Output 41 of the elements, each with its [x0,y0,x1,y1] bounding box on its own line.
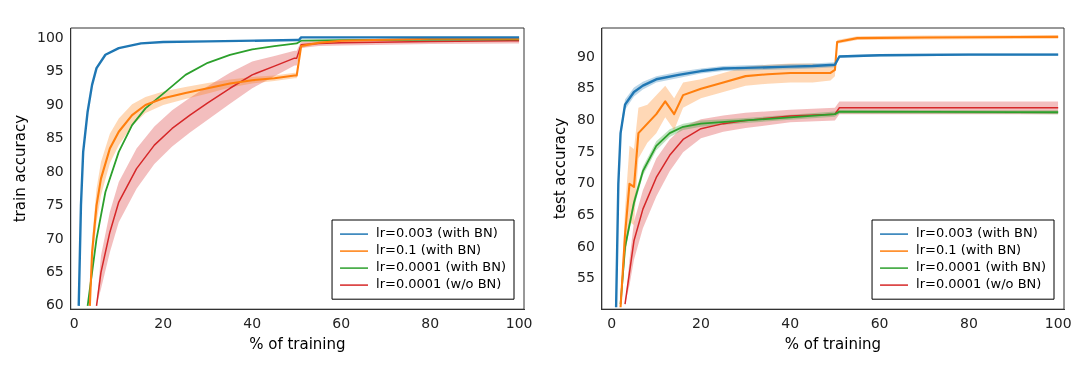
x-tick-label: 80 [421,315,440,332]
y-tick-label: 60 [45,296,64,313]
y-tick-label: 85 [45,129,64,146]
y-tick-label: 65 [45,263,64,280]
x-tick-label: 60 [332,315,351,332]
y-tick-label: 70 [576,174,595,191]
legend-label: lr=0.0001 (w/o BN) [376,276,502,292]
y-tick-label: 65 [576,206,595,223]
y-axis-title: train accuracy [10,114,29,223]
x-tick-label: 100 [505,315,533,332]
legend-label: lr=0.1 (with BN) [376,242,482,258]
x-axis-title: % of training [784,334,882,353]
x-tick-label: 0 [69,315,79,332]
y-tick-label: 80 [576,111,595,128]
y-tick-label: 55 [576,269,595,286]
x-tick-label: 20 [154,315,173,332]
x-axis-title: % of training [249,334,346,353]
y-tick-label: 70 [45,229,64,246]
y-tick-label: 90 [576,47,595,64]
y-tick-label: 90 [45,95,64,112]
x-tick-label: 60 [870,315,889,332]
x-tick-label: 40 [781,315,800,332]
legend-label: lr=0.003 (with BN) [916,225,1038,241]
y-tick-label: 75 [45,196,64,213]
y-tick-label: 60 [576,237,595,254]
legend-label: lr=0.0001 (with BN) [916,259,1046,275]
y-tick-label: 95 [45,62,64,79]
y-tick-label: 75 [576,142,595,159]
x-tick-label: 40 [243,315,262,332]
legend-label: lr=0.0001 (with BN) [376,259,506,275]
y-axis-title: test accuracy [550,117,569,220]
legend-label: lr=0.1 (with BN) [916,242,1022,258]
legend-label: lr=0.0001 (w/o BN) [916,276,1042,292]
x-tick-label: 0 [607,315,617,332]
x-tick-label: 20 [692,315,710,332]
legend-label: lr=0.003 (with BN) [376,225,498,241]
y-tick-label: 80 [45,162,64,179]
x-tick-label: 100 [1044,315,1072,332]
x-tick-label: 80 [959,315,978,332]
y-tick-label: 85 [576,79,595,96]
y-tick-label: 100 [36,28,64,45]
